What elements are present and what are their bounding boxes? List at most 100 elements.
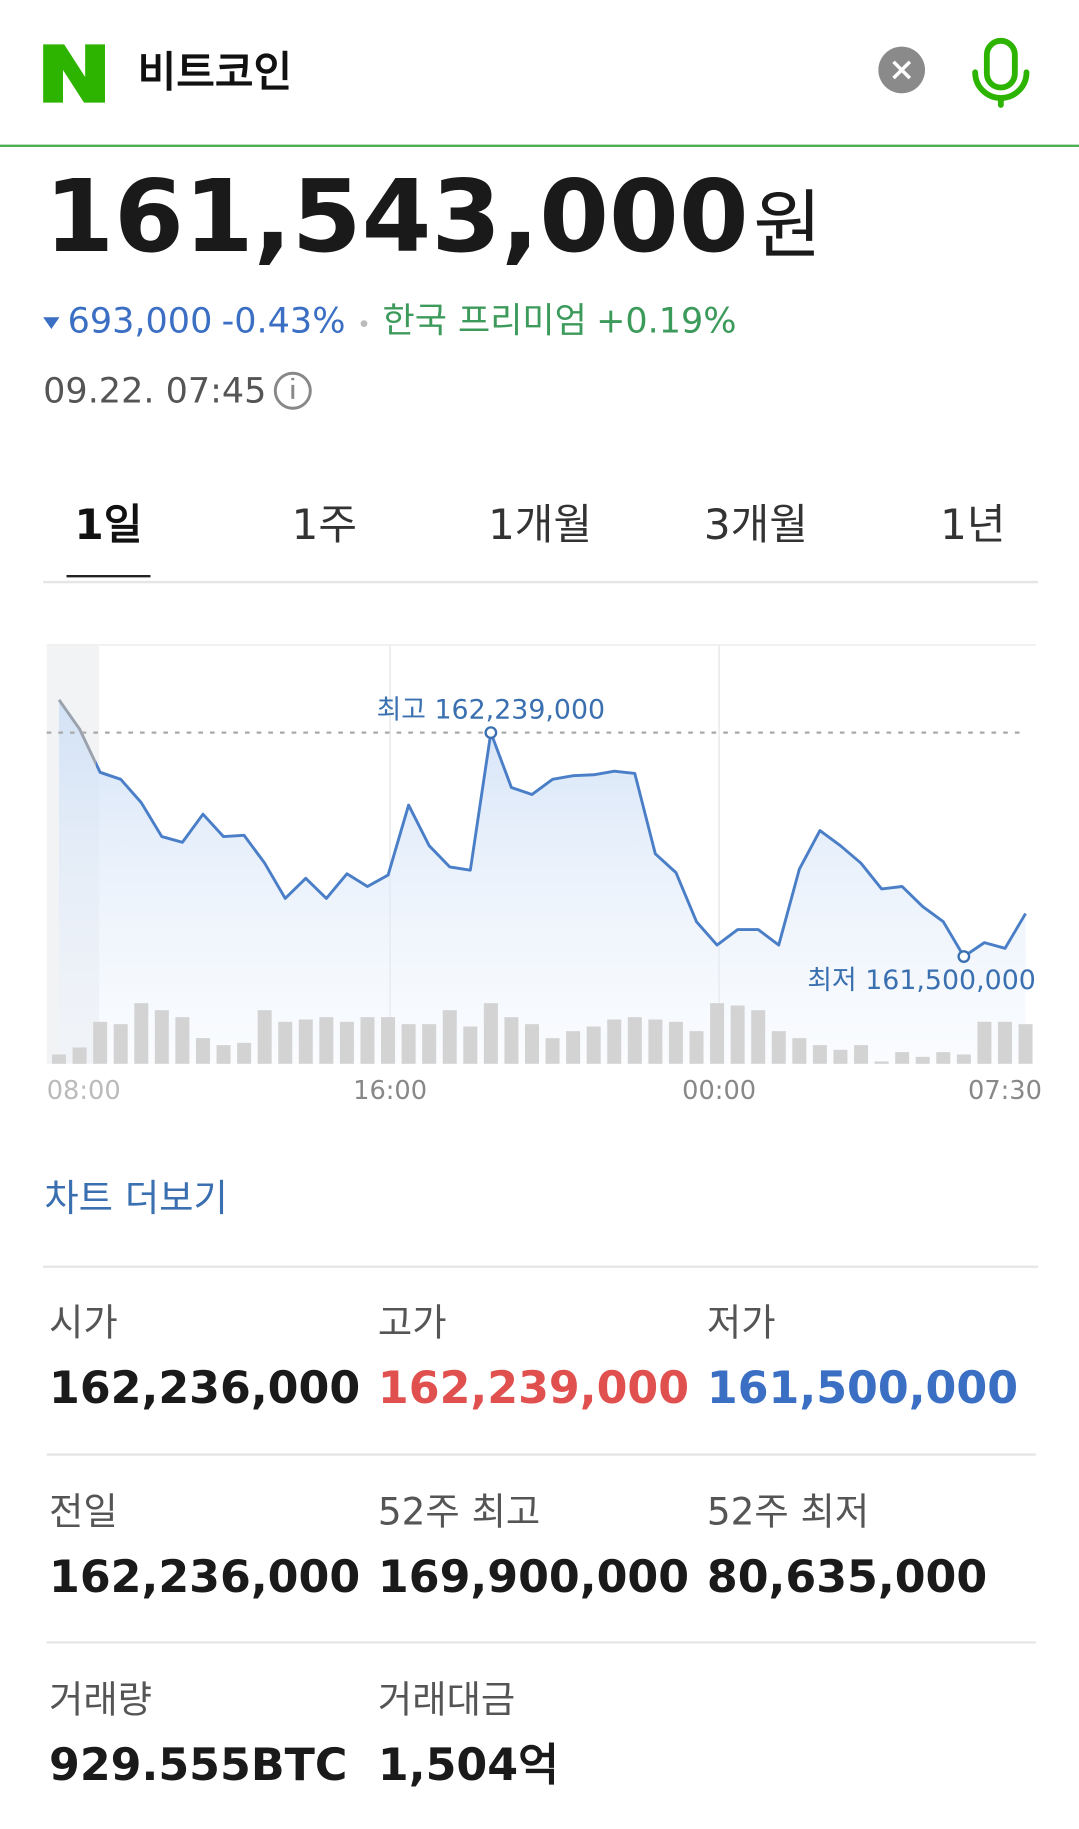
volume-bar	[113, 1024, 128, 1064]
volume-bar	[154, 1010, 169, 1064]
stat-value: 162,236,000	[49, 1363, 360, 1414]
x-tick-label: 00:00	[682, 1076, 756, 1106]
volume-bar	[52, 1054, 67, 1064]
volume-bar	[360, 1017, 375, 1064]
volume-bar	[648, 1019, 663, 1064]
tab[interactable]: 1개월	[488, 500, 592, 549]
tab[interactable]: 3개월	[704, 500, 808, 549]
volume-bar	[483, 1003, 498, 1064]
volume-bar	[854, 1045, 869, 1064]
volume-bar	[586, 1026, 601, 1064]
volume-bar	[134, 1003, 149, 1064]
stat-label: 저가	[707, 1301, 776, 1345]
stat-label: 시가	[49, 1301, 118, 1345]
volume-bar	[627, 1017, 642, 1064]
x-tick-label: 07:30	[968, 1076, 1042, 1106]
extreme-marker	[484, 726, 498, 740]
volume-bar	[833, 1049, 848, 1064]
stat-label: 고가	[378, 1301, 447, 1345]
volume-bar	[381, 1017, 396, 1064]
stat-value: 162,236,000	[49, 1552, 360, 1603]
search-query[interactable]: 비트코인	[138, 47, 293, 96]
volume-bar	[545, 1038, 560, 1064]
volume-bar	[915, 1056, 930, 1064]
timestamp: 09.22. 07:45	[43, 371, 266, 411]
volume-bar	[895, 1052, 910, 1064]
volume-bar	[216, 1045, 231, 1064]
price-value: 161,543,000	[44, 158, 748, 275]
stat-value: 161,500,000	[707, 1363, 1018, 1414]
change-pct: -0.43%	[222, 301, 346, 341]
change-line: 693,000 -0.43% • 한국 프리미엄 +0.19%	[68, 301, 737, 341]
volume-bar	[504, 1017, 519, 1064]
volume-bar	[401, 1024, 416, 1064]
volume-bar	[278, 1021, 293, 1064]
stat-label: 52주 최저	[707, 1490, 869, 1534]
price-line	[57, 699, 1027, 958]
dot: •	[357, 311, 371, 338]
chart: 08:00 16:00 00:00 07:30 최고 162,239,000 최저 161…	[46, 644, 1042, 1106]
volume-bar	[339, 1021, 354, 1064]
volume-bar	[771, 1031, 786, 1064]
extreme-marker	[957, 950, 971, 963]
stat-value: 80,635,000	[707, 1552, 987, 1603]
change: 693,000	[68, 301, 213, 341]
high-label: 최고 162,239,000	[377, 695, 605, 726]
tabs: 1일 1주 1개월 3개월 1년	[66, 500, 1006, 578]
down-arrow	[43, 317, 60, 329]
stat-value: 1,504억	[378, 1740, 559, 1791]
volume-bar	[93, 1021, 108, 1064]
stat-label: 거래량	[49, 1677, 152, 1721]
volume-bar	[566, 1031, 581, 1064]
volume-bar	[812, 1045, 827, 1064]
stat-value: 169,900,000	[378, 1552, 689, 1603]
volume-bar	[607, 1019, 622, 1064]
volume-bar	[237, 1042, 252, 1064]
volume-bar	[792, 1038, 807, 1064]
stat-label: 전일	[49, 1490, 118, 1534]
volume-bar	[1018, 1024, 1033, 1064]
volume-bar	[195, 1038, 210, 1064]
tab[interactable]: 1년	[940, 500, 1005, 549]
volume-bar	[668, 1021, 683, 1064]
volume-bar	[730, 1005, 745, 1064]
stats: 시가 162,236,000 고가 162,239,000 저가 161,500,000 전…	[46, 1301, 1036, 1791]
volume-bar	[997, 1021, 1012, 1064]
volume-bar	[710, 1003, 725, 1064]
volume-bar	[751, 1010, 766, 1064]
volume-bar	[524, 1024, 539, 1064]
volume-bar	[463, 1026, 478, 1064]
clear-icon	[892, 60, 912, 80]
chart-more-link[interactable]: 차트 더보기	[44, 1176, 228, 1220]
volume-bar	[175, 1017, 190, 1064]
stat-value: 929.555BTC	[49, 1740, 347, 1791]
premium: +0.19%	[596, 301, 736, 341]
volume-bar	[874, 1061, 889, 1064]
stat-label: 거래대금	[378, 1677, 515, 1721]
stat-value: 162,239,000	[378, 1363, 689, 1414]
tab[interactable]: 1일	[75, 500, 143, 549]
x-tick-label: 16:00	[353, 1076, 427, 1106]
volume-bar	[72, 1047, 87, 1064]
price: 161,543,000원	[44, 158, 822, 275]
premium-label: 한국 프리미엄	[383, 301, 587, 341]
x-tick-label: 08:00	[47, 1076, 121, 1106]
price-unit: 원	[753, 182, 822, 269]
naver-logo[interactable]	[43, 44, 105, 103]
volume-bar	[977, 1021, 992, 1064]
tab[interactable]: 1주	[292, 500, 357, 549]
mic-button[interactable]	[972, 37, 1030, 108]
stat-label: 52주 최고	[378, 1490, 540, 1534]
info-icon[interactable]	[273, 371, 312, 410]
volume-bar	[442, 1010, 457, 1064]
volume-bar	[936, 1052, 951, 1064]
volume-bar	[257, 1010, 272, 1064]
price-area	[59, 699, 1026, 1064]
volume-bar	[298, 1019, 313, 1064]
low-label: 최저 161,500,000	[807, 965, 1035, 996]
volume-bar	[319, 1017, 334, 1064]
volume-bar	[956, 1054, 971, 1064]
volume-bar	[422, 1024, 437, 1064]
volume-bar	[689, 1031, 704, 1064]
